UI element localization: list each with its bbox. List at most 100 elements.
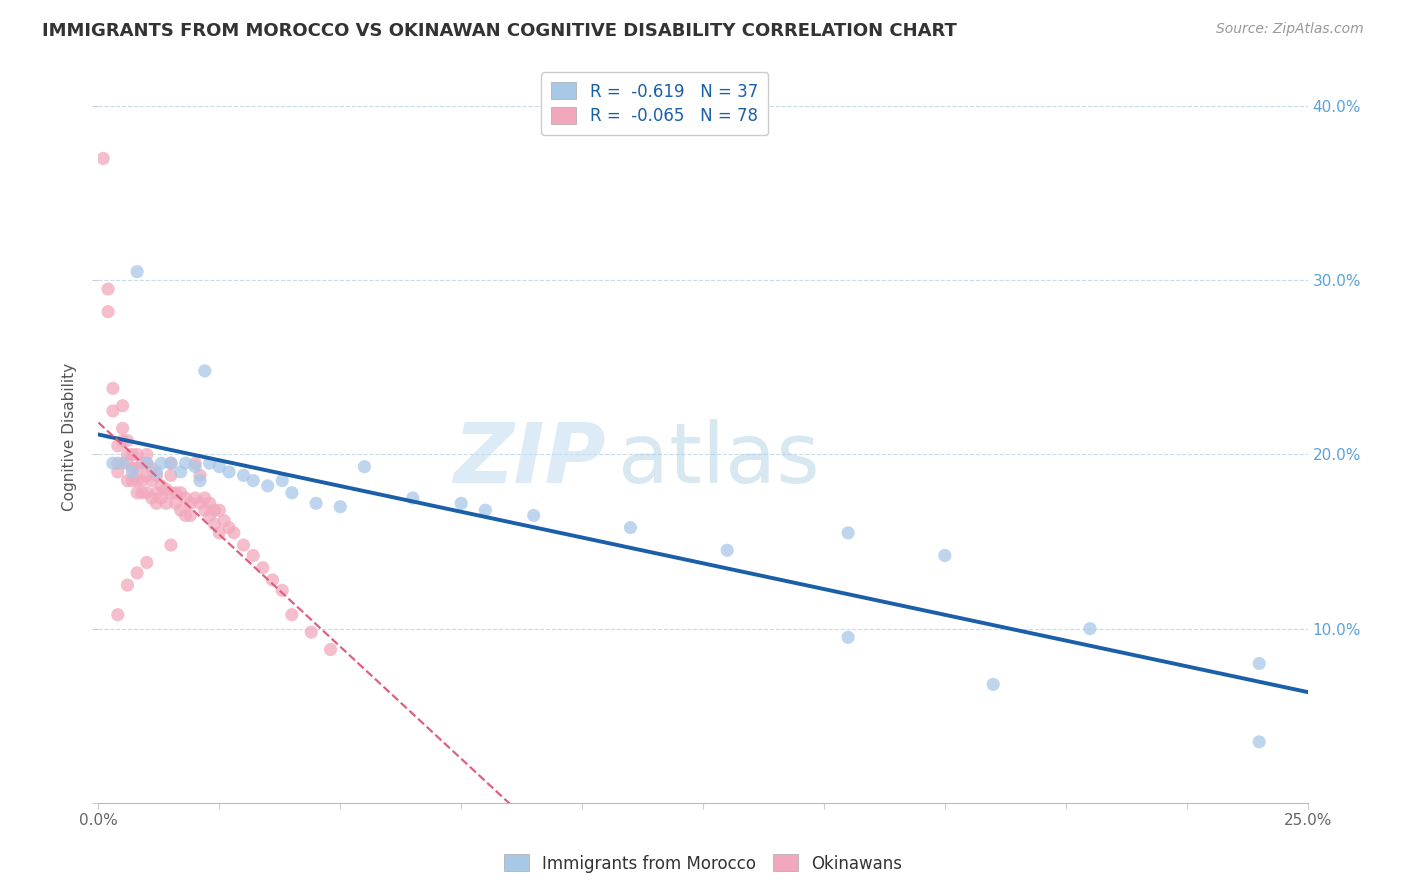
Point (121, 465, 143, 479)
Point (160, 456, 183, 470)
Point (160, 468, 183, 483)
Point (150, 479, 173, 493)
Point (101, 381, 124, 395)
Point (198, 496, 221, 510)
Point (179, 508, 201, 523)
Point (111, 421, 134, 435)
Point (188, 496, 211, 510)
Point (107, 465, 129, 479)
Point (121, 448, 143, 462)
Point (141, 474, 163, 488)
Point (141, 491, 163, 505)
Point (184, 456, 207, 470)
Point (204, 517, 226, 532)
Point (145, 468, 167, 483)
Point (523, 508, 546, 523)
Point (111, 399, 134, 413)
Point (121, 461, 143, 475)
Text: ZIP: ZIP (454, 418, 606, 500)
Point (242, 549, 264, 563)
Point (160, 456, 183, 470)
Point (184, 459, 207, 474)
Point (281, 607, 304, 622)
Point (107, 439, 129, 453)
Point (117, 474, 139, 488)
Point (934, 549, 956, 563)
Point (194, 491, 217, 505)
Text: atlas: atlas (619, 418, 820, 500)
Point (232, 538, 254, 552)
Point (619, 521, 641, 535)
Point (145, 465, 167, 479)
Point (127, 566, 149, 580)
Point (127, 461, 149, 475)
Point (131, 485, 153, 500)
Point (160, 485, 183, 500)
Point (127, 265, 149, 279)
Point (194, 503, 217, 517)
Legend: Immigrants from Morocco, Okinawans: Immigrants from Morocco, Okinawans (498, 847, 908, 880)
Point (188, 468, 211, 483)
Point (218, 465, 240, 479)
Point (135, 456, 157, 470)
Point (837, 631, 859, 645)
Point (212, 514, 235, 528)
Point (117, 448, 139, 462)
Point (179, 496, 201, 510)
Point (160, 538, 183, 552)
Point (127, 485, 149, 500)
Point (271, 583, 294, 598)
Point (242, 474, 264, 488)
Point (252, 560, 274, 574)
Point (262, 573, 284, 587)
Text: Source: ZipAtlas.com: Source: ZipAtlas.com (1216, 22, 1364, 37)
Point (218, 521, 240, 535)
Point (402, 491, 425, 505)
Point (150, 491, 173, 505)
Point (101, 456, 124, 470)
Point (131, 456, 153, 470)
Point (281, 485, 304, 500)
Point (135, 448, 157, 462)
Point (204, 503, 226, 517)
Point (107, 456, 129, 470)
Point (1249, 735, 1271, 749)
Point (184, 491, 207, 505)
Point (107, 607, 129, 622)
Point (135, 468, 157, 483)
Point (141, 461, 163, 475)
Point (131, 474, 153, 488)
Point (208, 525, 231, 540)
Point (101, 404, 124, 418)
Point (450, 496, 472, 510)
Point (174, 508, 197, 523)
Point (165, 496, 187, 510)
Point (145, 485, 167, 500)
Point (111, 434, 134, 448)
Point (135, 456, 157, 470)
Point (127, 448, 149, 462)
Point (353, 459, 375, 474)
Point (145, 496, 167, 510)
Point (165, 485, 187, 500)
Point (329, 500, 352, 514)
Point (117, 578, 139, 592)
Point (169, 465, 191, 479)
Point (198, 508, 221, 523)
Point (135, 556, 157, 570)
Point (1249, 657, 1271, 671)
Point (208, 459, 231, 474)
Point (174, 491, 197, 505)
Point (837, 525, 859, 540)
Point (135, 485, 157, 500)
Point (981, 677, 1004, 691)
Point (1078, 622, 1101, 636)
Y-axis label: Cognitive Disability: Cognitive Disability (62, 363, 77, 511)
Point (208, 503, 231, 517)
Point (194, 364, 217, 378)
Point (169, 503, 191, 517)
Point (97, 304, 120, 318)
Point (169, 485, 191, 500)
Point (121, 474, 143, 488)
Point (232, 468, 254, 483)
